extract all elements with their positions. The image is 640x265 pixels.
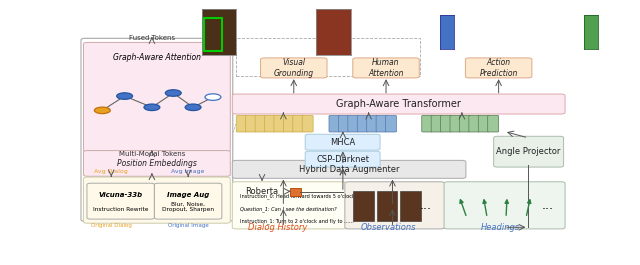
FancyBboxPatch shape [305, 151, 380, 167]
FancyBboxPatch shape [154, 183, 222, 219]
FancyBboxPatch shape [440, 116, 451, 132]
FancyBboxPatch shape [422, 116, 433, 132]
Text: Vicuna-33b: Vicuna-33b [99, 192, 143, 198]
FancyBboxPatch shape [83, 177, 230, 223]
FancyBboxPatch shape [385, 116, 396, 132]
Text: CSP-Darknet: CSP-Darknet [316, 154, 369, 164]
Text: Blur, Noise,
Dropout, Sharpen: Blur, Noise, Dropout, Sharpen [162, 202, 214, 212]
FancyBboxPatch shape [376, 191, 397, 220]
FancyBboxPatch shape [234, 182, 291, 200]
FancyBboxPatch shape [305, 134, 380, 150]
FancyBboxPatch shape [302, 116, 313, 132]
Bar [204, 18, 222, 51]
Text: Roberta: Roberta [246, 187, 278, 196]
FancyBboxPatch shape [292, 116, 304, 132]
FancyBboxPatch shape [232, 160, 466, 178]
FancyBboxPatch shape [444, 182, 565, 229]
FancyBboxPatch shape [232, 94, 565, 114]
FancyBboxPatch shape [376, 116, 387, 132]
Text: Fused Tokens: Fused Tokens [129, 35, 175, 41]
Text: MHCA: MHCA [330, 138, 355, 147]
Circle shape [205, 94, 221, 100]
FancyBboxPatch shape [401, 191, 421, 220]
Text: Visual
Grounding: Visual Grounding [274, 58, 314, 78]
FancyBboxPatch shape [274, 116, 285, 132]
Text: Image Aug: Image Aug [167, 192, 209, 198]
FancyBboxPatch shape [450, 116, 461, 132]
Text: Original Dialog: Original Dialog [91, 223, 132, 228]
Circle shape [94, 107, 110, 114]
Circle shape [165, 90, 181, 96]
FancyBboxPatch shape [246, 116, 257, 132]
FancyBboxPatch shape [236, 116, 247, 132]
Circle shape [185, 104, 201, 111]
Text: Observations: Observations [361, 223, 416, 232]
FancyBboxPatch shape [345, 182, 445, 229]
FancyBboxPatch shape [339, 116, 349, 132]
Text: Question_1: Can I see the destination?: Question_1: Can I see the destination? [240, 206, 337, 211]
FancyBboxPatch shape [260, 58, 327, 78]
FancyBboxPatch shape [83, 42, 230, 152]
FancyBboxPatch shape [353, 191, 374, 220]
FancyBboxPatch shape [329, 116, 340, 132]
Text: Headings: Headings [481, 223, 520, 232]
Text: Avg Dialog: Avg Dialog [94, 169, 128, 174]
FancyBboxPatch shape [493, 136, 564, 167]
Text: ...: ... [420, 199, 432, 212]
Text: Angle Projector: Angle Projector [497, 147, 561, 156]
FancyBboxPatch shape [83, 151, 230, 176]
FancyBboxPatch shape [87, 183, 154, 219]
FancyBboxPatch shape [357, 116, 368, 132]
Text: ...: ... [541, 199, 553, 212]
Circle shape [116, 93, 132, 99]
FancyBboxPatch shape [465, 58, 532, 78]
FancyBboxPatch shape [284, 116, 294, 132]
FancyBboxPatch shape [232, 182, 347, 229]
Text: Avg Image: Avg Image [172, 169, 205, 174]
FancyBboxPatch shape [469, 116, 480, 132]
FancyBboxPatch shape [255, 116, 266, 132]
FancyBboxPatch shape [460, 116, 470, 132]
FancyBboxPatch shape [488, 116, 499, 132]
FancyBboxPatch shape [81, 38, 233, 221]
Text: Original Image: Original Image [168, 223, 209, 228]
Text: Graph-Aware Attention: Graph-Aware Attention [113, 53, 201, 62]
Text: Dialog History: Dialog History [248, 223, 307, 232]
Text: Action
Prediction: Action Prediction [479, 58, 518, 78]
Text: Instruction_1: Turn to 2 o'clock and fly to ......: Instruction_1: Turn to 2 o'clock and fly… [240, 219, 354, 224]
FancyBboxPatch shape [367, 116, 378, 132]
Text: Instruction_0: Head forward towards 5 o'clock ...: Instruction_0: Head forward towards 5 o'… [240, 193, 362, 199]
FancyBboxPatch shape [431, 116, 442, 132]
FancyBboxPatch shape [264, 116, 275, 132]
Text: Instruction Rewrite: Instruction Rewrite [93, 207, 148, 212]
Text: Position Embeddings: Position Embeddings [117, 159, 197, 168]
Circle shape [144, 104, 160, 111]
FancyBboxPatch shape [348, 116, 359, 132]
FancyBboxPatch shape [478, 116, 489, 132]
Text: Multi-Modal Tokens: Multi-Modal Tokens [119, 151, 185, 157]
FancyBboxPatch shape [290, 188, 301, 196]
Text: Hybrid Data Augmenter: Hybrid Data Augmenter [299, 165, 399, 174]
Text: Graph-Aware Transformer: Graph-Aware Transformer [336, 99, 461, 109]
FancyBboxPatch shape [353, 58, 419, 78]
Text: Human
Attention: Human Attention [368, 58, 404, 78]
